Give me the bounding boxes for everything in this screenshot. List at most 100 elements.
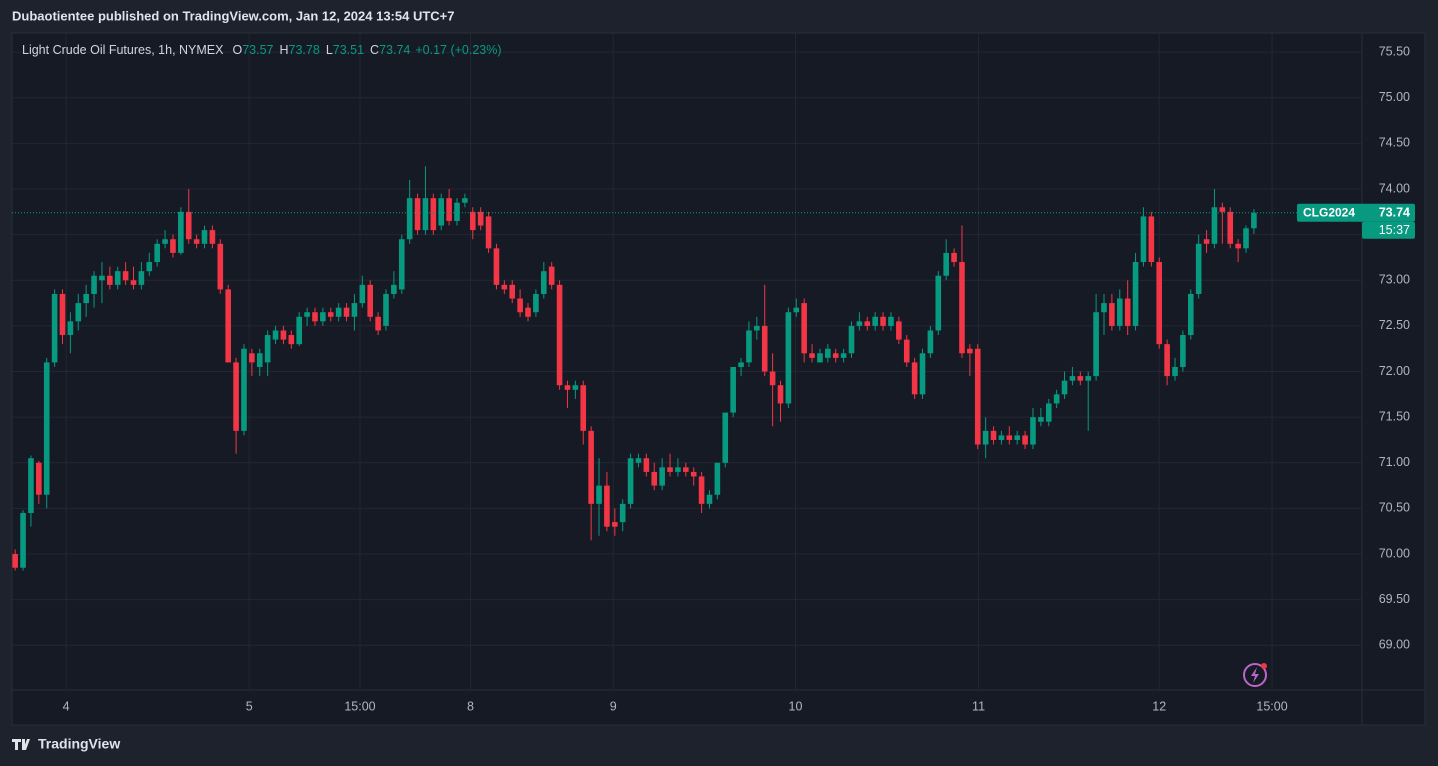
candle-body	[446, 198, 452, 221]
y-tick-label: 75.50	[1379, 44, 1410, 58]
candle-body	[422, 198, 429, 231]
legend-ohlc-key: L	[326, 43, 333, 57]
candle-body	[825, 348, 831, 358]
y-tick-label: 72.50	[1379, 318, 1410, 332]
candle-body	[761, 325, 768, 372]
price-label-box	[1297, 203, 1415, 222]
candle-body	[517, 298, 523, 313]
candle-body	[170, 239, 176, 253]
candle-body	[1069, 376, 1076, 381]
candle-body	[43, 362, 50, 495]
candle-body	[1077, 376, 1084, 381]
candle-body	[974, 348, 981, 445]
candle-body	[596, 485, 602, 504]
y-tick-label: 72.00	[1379, 364, 1410, 378]
candle-body	[793, 307, 800, 313]
brand-name: TradingView	[38, 736, 120, 752]
x-tick-label: 11	[972, 699, 985, 713]
candle-body	[619, 503, 626, 523]
alert-icon[interactable]	[1243, 663, 1267, 687]
candle-body	[1172, 366, 1178, 377]
candle-body	[667, 467, 673, 472]
candle-body	[564, 385, 571, 390]
grid	[12, 33, 1362, 690]
candle-body	[327, 312, 334, 317]
candle-body	[706, 494, 713, 504]
candle-body	[612, 522, 618, 527]
candle-body	[462, 198, 468, 203]
candle-body	[1195, 243, 1202, 294]
candle-body	[249, 353, 255, 363]
x-tick-label: 12	[1152, 699, 1166, 713]
candle-body	[943, 252, 949, 276]
candle-body	[217, 243, 224, 290]
candle-body	[91, 275, 97, 294]
candle-body	[951, 252, 957, 263]
candle-body	[801, 303, 807, 354]
candle-body	[651, 471, 658, 486]
candle-body	[1156, 262, 1163, 345]
candle-body	[967, 348, 973, 354]
countdown-label: 15:37	[1379, 223, 1410, 237]
candle-body	[548, 266, 555, 285]
candle-body	[256, 353, 263, 367]
candle-body	[469, 211, 476, 231]
candle-body	[856, 321, 863, 326]
candle-body	[75, 303, 82, 322]
candle-body	[280, 330, 287, 340]
candle-body	[67, 321, 74, 336]
candle-body	[754, 325, 760, 331]
chart-panel	[11, 32, 1426, 726]
candle-body	[1101, 303, 1107, 313]
candle-body	[746, 330, 752, 363]
candle-body	[903, 339, 910, 363]
candle-body	[998, 435, 1005, 440]
candle-body	[1219, 207, 1226, 212]
candle-body	[185, 211, 192, 240]
candle-body	[264, 335, 271, 363]
y-tick-label: 71.00	[1379, 455, 1410, 469]
candle-body	[1045, 403, 1052, 422]
candle-body	[935, 275, 942, 331]
candle-body	[714, 462, 721, 495]
candle-body	[880, 316, 886, 326]
candle-body	[398, 239, 405, 290]
candle-body	[375, 316, 381, 331]
candle-body	[493, 248, 500, 285]
candle-body	[635, 458, 642, 463]
countdown-box	[1362, 221, 1415, 239]
symbol-label: CLG2024	[1303, 205, 1355, 219]
candle-body	[454, 202, 460, 221]
candle-body	[201, 230, 208, 244]
candle-body	[1251, 212, 1257, 229]
candle-body	[572, 385, 579, 390]
y-tick-label: 74.50	[1379, 136, 1410, 150]
candle-body	[485, 216, 492, 249]
candle-body	[312, 312, 318, 322]
candle-body	[241, 348, 247, 431]
candle-body	[1061, 380, 1068, 395]
candle-body	[959, 262, 965, 354]
y-tick-label: 70.50	[1379, 501, 1410, 515]
publisher-header: Dubaotientee published on TradingView.co…	[12, 8, 455, 23]
candle-body	[911, 362, 918, 395]
y-tick-label: 70.00	[1379, 546, 1410, 560]
candle-body	[59, 293, 66, 336]
candle-body	[1164, 344, 1170, 377]
candle-body	[698, 476, 705, 504]
candle-body	[367, 284, 374, 317]
candle-body	[864, 321, 871, 326]
candle-body	[83, 293, 89, 304]
candle-body	[28, 458, 34, 513]
candle-body	[406, 198, 413, 240]
candle-body	[343, 307, 350, 317]
candle-body	[272, 330, 279, 340]
candle-body	[1211, 207, 1218, 244]
candle-body	[225, 289, 231, 363]
y-tick-label: 69.00	[1379, 638, 1410, 652]
legend-ohlc-key: C	[370, 43, 379, 57]
candle-body	[840, 353, 847, 358]
legend-ohlc-key: O	[232, 43, 242, 57]
